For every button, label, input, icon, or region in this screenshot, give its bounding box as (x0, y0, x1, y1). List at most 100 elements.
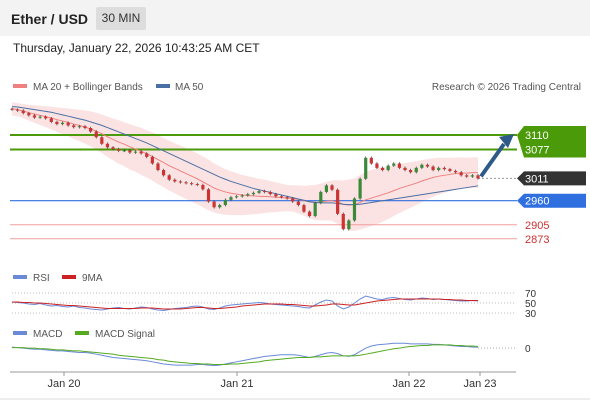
candle (425, 164, 430, 167)
candles-layer (10, 107, 480, 231)
candle (122, 150, 126, 152)
macd-signal-legend-swatch (75, 331, 89, 335)
candle (21, 110, 25, 114)
current-price-label-bg (517, 171, 586, 186)
macd-zero-label: 0 (525, 344, 531, 355)
candle (263, 191, 267, 193)
candle (195, 184, 199, 186)
ma20-legend-swatch (13, 84, 27, 88)
rsi-legend-swatch (13, 275, 27, 279)
candle (60, 122, 65, 125)
candle (150, 156, 154, 164)
candle (375, 163, 379, 168)
candle (330, 185, 334, 190)
macd-legend-swatch (13, 331, 27, 335)
candle (274, 194, 278, 197)
time-label-3: Jan 22 (392, 378, 425, 390)
candle (190, 183, 194, 185)
candle (380, 167, 385, 171)
candle (291, 198, 295, 202)
candle (49, 118, 53, 122)
rsi-level-label-30: 30 (525, 309, 537, 320)
candle (89, 128, 93, 132)
candle (139, 151, 143, 154)
candle (324, 185, 329, 192)
candle (392, 163, 396, 166)
candle (459, 172, 463, 176)
timestamp: Thursday, January 22, 2026 10:43:25 AM C… (13, 41, 260, 55)
copyright-label: Research © 2026 Trading Central (432, 82, 581, 93)
candle (83, 126, 87, 129)
rsi-ma-legend-label: 9MA (82, 273, 103, 284)
rsi-series-2 (12, 298, 478, 310)
price-labels-layer: 3110 3077 3011 2960 2905 2873 (517, 126, 586, 246)
candle (44, 116, 48, 119)
candle (403, 167, 407, 171)
low-label-1: 2905 (525, 220, 549, 232)
forecast-arrow-head (499, 134, 514, 149)
candle (38, 116, 42, 118)
candle (268, 191, 272, 195)
ma50-line (11, 106, 479, 206)
resistance-label-2: 3077 (525, 144, 549, 156)
candle (414, 167, 418, 173)
chart-header: Ether / USD 30 MIN (0, 0, 590, 36)
macd-series-2 (12, 344, 479, 366)
candle (55, 121, 59, 125)
candle (336, 189, 340, 214)
low-label-2: 2873 (525, 234, 549, 246)
candle (173, 179, 177, 182)
candle (32, 115, 37, 118)
candle (341, 213, 345, 230)
candle (302, 205, 306, 212)
candle (476, 175, 480, 179)
rsi-ma-legend-swatch (62, 275, 76, 279)
resistance-label-bg (517, 126, 586, 158)
candle (386, 165, 390, 171)
macd-panel: 0 (11, 342, 531, 367)
candle (319, 191, 323, 203)
macd-legend-label: MACD (33, 329, 62, 340)
candle (465, 175, 469, 177)
timeframe-badge[interactable]: 30 MIN (96, 7, 146, 30)
time-axis: Jan 20 Jan 21 Jan 22 Jan 23 (0, 371, 590, 400)
time-label-4: Jan 23 (463, 378, 496, 390)
candle (453, 170, 458, 173)
candle (156, 163, 160, 171)
candle (201, 184, 205, 190)
candle (251, 192, 256, 195)
candle (72, 125, 76, 128)
price-levels-layer (10, 134, 517, 240)
candle (409, 170, 413, 173)
candle (313, 202, 317, 217)
candle (364, 157, 368, 179)
candle (257, 191, 261, 193)
ma50-legend-label: MA 50 (175, 82, 204, 93)
candle (145, 153, 149, 157)
candle (117, 149, 121, 151)
candle (184, 182, 188, 184)
support-label-bg (517, 193, 586, 208)
forecast-arrow-shaft (479, 142, 506, 178)
candle (397, 163, 401, 168)
candle (27, 113, 31, 116)
candle (234, 196, 239, 198)
macd-series-1 (11, 342, 478, 367)
candle (352, 198, 357, 221)
time-label-2: Jan 21 (220, 378, 253, 390)
candle (178, 181, 183, 183)
candle (246, 194, 250, 196)
candle (105, 143, 110, 148)
candle (347, 220, 351, 230)
ma20-legend-label: MA 20 + Bollinger Bands (33, 82, 143, 93)
candle (161, 170, 166, 176)
candle (279, 196, 284, 198)
candle (442, 167, 446, 170)
candle (285, 197, 289, 199)
candle (212, 201, 216, 208)
instrument-title: Ether / USD (11, 11, 89, 27)
candle (240, 195, 244, 197)
candle (420, 164, 424, 168)
macd-signal-legend-label: MACD Signal (95, 329, 155, 340)
